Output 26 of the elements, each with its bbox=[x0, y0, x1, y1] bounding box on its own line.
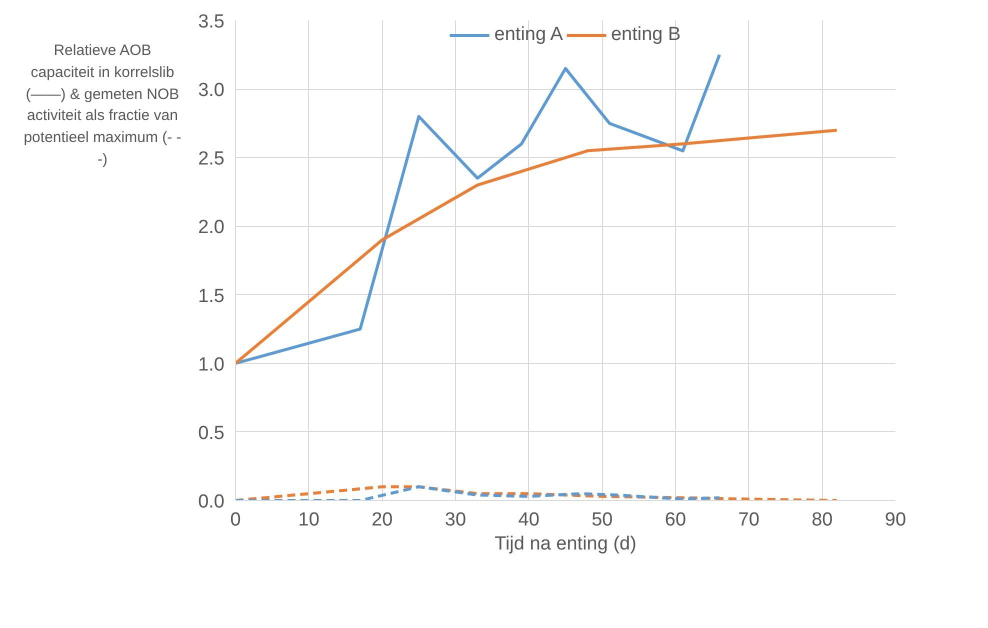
legend-label: enting B bbox=[610, 24, 681, 46]
y-axis-title: Relatieve AOB capaciteit in korrelslib (——) & gemeten NOB activiteit als fractie van potentieel maximum (- - -) bbox=[22, 41, 182, 170]
legend-label: enting A bbox=[494, 24, 563, 46]
x-tick-label: 50 bbox=[592, 510, 613, 530]
y-tick-label: 2.5 bbox=[198, 148, 225, 170]
x-tick-label: 20 bbox=[372, 510, 393, 530]
y-tick-label: 0.5 bbox=[198, 422, 225, 444]
y-tick-label: 3.0 bbox=[198, 80, 225, 102]
x-axis-title: Tijd na enting (d) bbox=[494, 534, 636, 554]
y-tick-label: 3.5 bbox=[198, 12, 225, 32]
y-tick-label: 1.5 bbox=[198, 286, 225, 307]
line-series bbox=[236, 128, 838, 365]
x-tick-label: 40 bbox=[518, 510, 540, 530]
y-tick-label: 0.0 bbox=[198, 492, 225, 512]
x-tick-label: 90 bbox=[884, 510, 906, 530]
line-series bbox=[236, 485, 721, 500]
line-series bbox=[236, 485, 838, 500]
x-tick-label: 0 bbox=[230, 510, 241, 530]
x-tick-label: 60 bbox=[664, 510, 686, 530]
x-tick-label: 80 bbox=[812, 510, 833, 530]
x-tick-label: 10 bbox=[298, 510, 320, 530]
x-tick-label: 30 bbox=[444, 510, 466, 530]
y-tick-label: 2.0 bbox=[198, 217, 225, 238]
x-tick-label: 70 bbox=[738, 510, 760, 530]
y-tick-label: 1.0 bbox=[198, 354, 225, 376]
line-series bbox=[236, 53, 721, 365]
